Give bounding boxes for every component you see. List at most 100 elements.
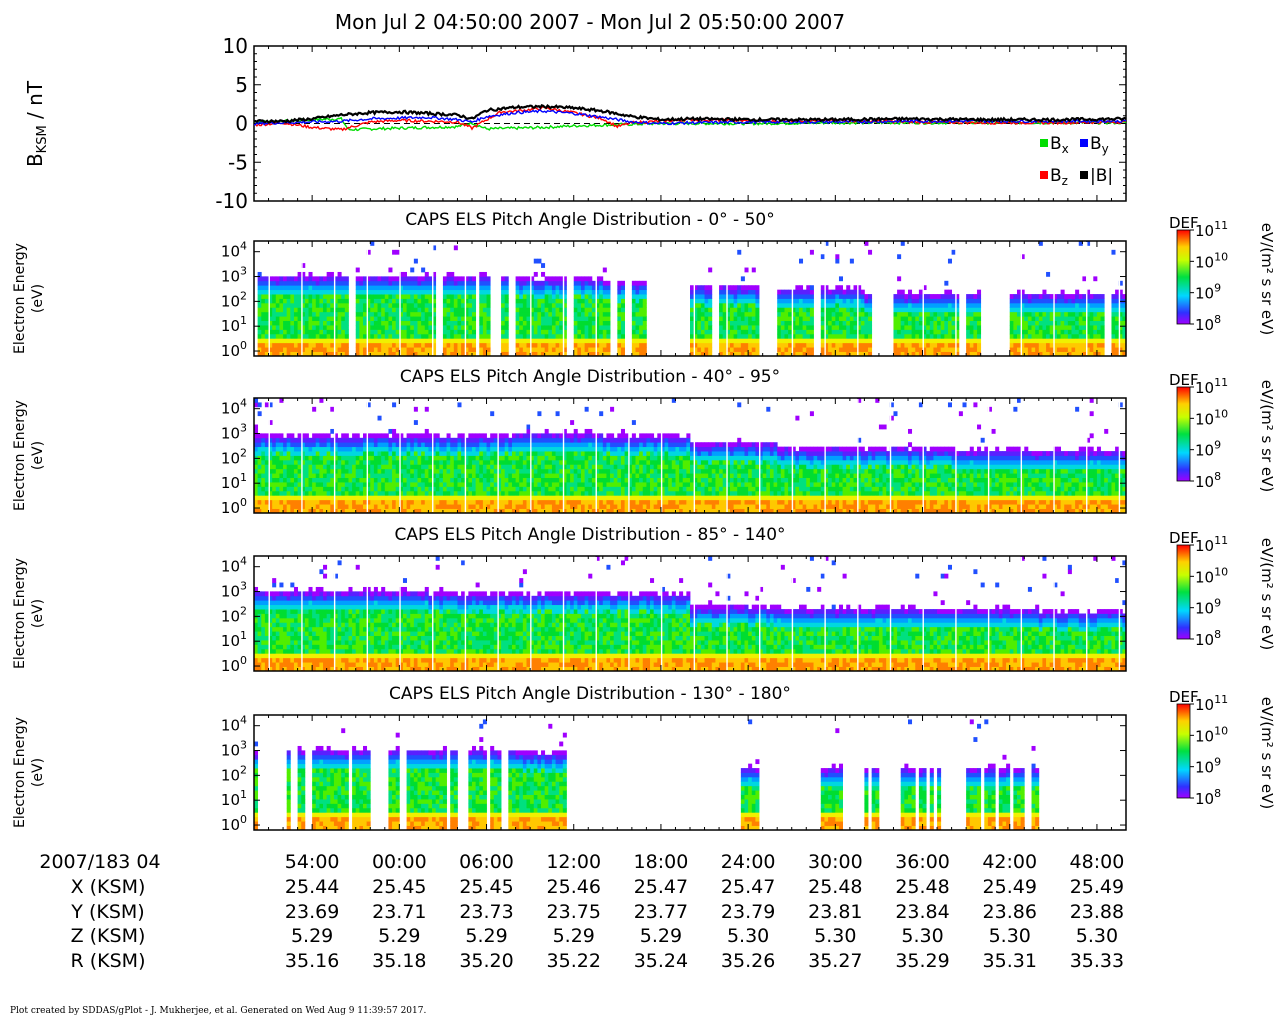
spectrogram-cell xyxy=(591,298,596,304)
spectrogram-cell xyxy=(275,482,280,487)
spectrogram-cell xyxy=(751,329,756,335)
spectrogram-cell xyxy=(410,490,415,496)
spectrogram-cell xyxy=(341,459,346,465)
spectrogram-cell xyxy=(1024,325,1029,330)
spectrogram-cell xyxy=(482,325,487,330)
spectrogram-cell xyxy=(326,499,331,505)
spectrogram-cell xyxy=(279,302,284,308)
spectrogram-cell xyxy=(268,455,273,461)
spectrogram-cell xyxy=(922,298,927,304)
spectrogram-cell xyxy=(809,329,814,335)
spectrogram-cell xyxy=(573,351,578,357)
spectrogram-cell xyxy=(326,508,331,514)
spectrogram-cell xyxy=(453,329,458,335)
spectrogram-cell xyxy=(330,285,335,291)
spectrogram-cell xyxy=(1027,329,1032,335)
spectrogram-cell xyxy=(359,437,364,443)
spectrogram-cell xyxy=(366,316,371,322)
spectrogram-cell xyxy=(435,490,440,496)
spectrogram-cell xyxy=(719,316,724,322)
spectrogram-cell xyxy=(315,276,320,282)
spectrogram-cell xyxy=(631,285,636,291)
spectrogram-cell xyxy=(283,280,288,286)
spectrogram-cell xyxy=(897,302,902,308)
spectrogram-cell xyxy=(806,329,811,335)
spectrogram-cell xyxy=(381,473,386,479)
spectrogram-cell xyxy=(933,298,938,304)
spectrogram-cell xyxy=(482,446,487,452)
spectrogram-cell xyxy=(577,302,582,308)
spectrogram-cell xyxy=(708,316,713,322)
spectrogram-cell xyxy=(588,298,593,304)
spectrogram-cell xyxy=(504,333,509,339)
spectrogram-cell xyxy=(479,329,484,335)
spectrogram-cell xyxy=(944,294,949,299)
spectrogram-cell xyxy=(421,298,426,304)
spectrogram-cell xyxy=(522,325,527,330)
spectrogram-cell xyxy=(406,490,411,496)
spectrogram-cell xyxy=(635,325,640,330)
spectrogram-cell xyxy=(297,495,302,501)
spectrogram-cell xyxy=(1046,329,1051,335)
spectrogram-cell xyxy=(515,468,520,474)
spectrogram-cell xyxy=(559,289,564,295)
spectrogram-cell xyxy=(497,508,502,514)
spectrogram-cell xyxy=(312,329,317,335)
spectrogram-cell xyxy=(915,347,920,352)
spectrogram-cell xyxy=(424,504,429,509)
spectrogram-cell xyxy=(606,302,611,308)
spectrogram-cell xyxy=(537,451,542,456)
spectrogram-cell xyxy=(475,504,480,509)
spectrogram-cell xyxy=(900,342,905,348)
spectrogram-cell xyxy=(530,338,535,344)
spectrogram-cell xyxy=(602,316,607,322)
spectrogram-cell xyxy=(275,307,280,313)
spectrogram-cell xyxy=(381,289,386,295)
spectrogram-cell xyxy=(977,311,982,317)
spectrogram-cell xyxy=(435,486,440,492)
spectrogram-cell xyxy=(526,285,531,291)
spectrogram-cell xyxy=(410,482,415,487)
spectrogram-cell xyxy=(468,495,473,501)
spectrogram-cell xyxy=(1013,333,1018,339)
spectrogram-cell xyxy=(581,338,586,344)
spectrogram-cell xyxy=(417,442,422,448)
spectrogram-cell xyxy=(330,325,335,330)
spectrogram-cell xyxy=(966,298,971,304)
spectrogram-cell xyxy=(519,482,524,487)
spectrogram-cell xyxy=(795,351,800,357)
spectrogram-cell xyxy=(828,325,833,330)
spectrogram-cell xyxy=(515,333,520,339)
spectrogram-cell xyxy=(490,411,495,417)
spectrogram-cell xyxy=(828,307,833,313)
spectrogram-cell xyxy=(1056,329,1061,335)
spectrogram-cell xyxy=(947,338,952,344)
spectrogram-cell xyxy=(468,342,473,348)
spectrogram-cell xyxy=(530,342,535,348)
spectrogram-cell xyxy=(275,294,280,299)
spectrogram-cell xyxy=(399,490,404,496)
spectrogram-cell xyxy=(435,468,440,474)
data-gap-line xyxy=(857,242,859,355)
spectrogram-cell xyxy=(955,294,960,299)
spectrogram-cell xyxy=(777,289,782,295)
spectrogram-cell xyxy=(1071,351,1076,357)
spectrogram-cell xyxy=(1042,329,1047,335)
spectrogram-cell xyxy=(1067,316,1072,322)
spectrogram-cell xyxy=(323,446,328,452)
spectrogram-cell xyxy=(442,508,447,514)
spectrogram-cell xyxy=(1017,316,1022,322)
spectrogram-cell xyxy=(428,333,433,339)
spectrogram-cell xyxy=(606,285,611,291)
spectrogram-cell xyxy=(381,504,386,509)
spectrogram-cell xyxy=(333,499,338,505)
spectrogram-cell xyxy=(464,280,469,286)
spectrogram-cell xyxy=(548,285,553,291)
spectrogram-cell xyxy=(373,495,378,501)
spectrogram-cell xyxy=(261,307,266,313)
spectrogram-cell xyxy=(511,482,516,487)
spectrogram-cell xyxy=(377,294,382,299)
spectrogram-cell xyxy=(468,280,473,286)
spectrogram-cell xyxy=(486,311,491,317)
spectrogram-cell xyxy=(428,325,433,330)
